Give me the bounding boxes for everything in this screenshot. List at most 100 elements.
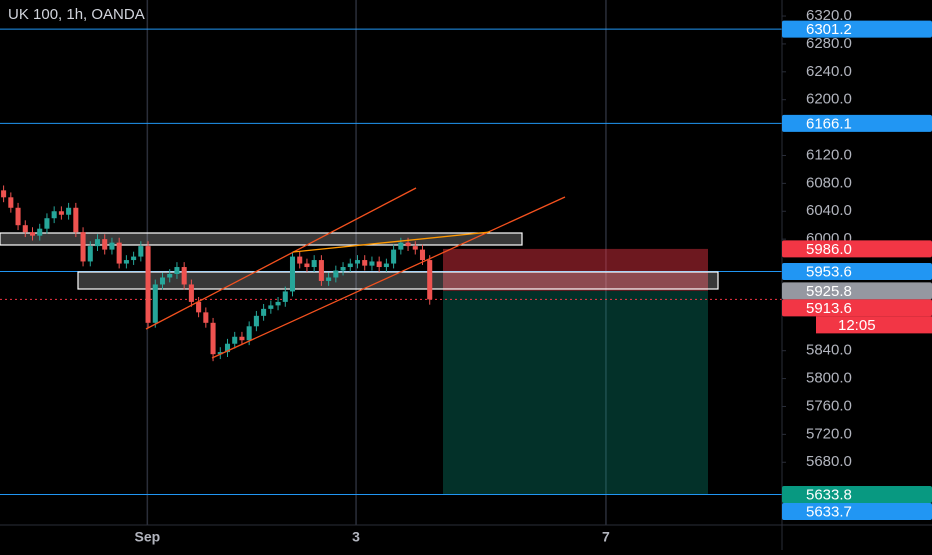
price-label: 6301.2 xyxy=(806,21,852,38)
y-tick-label: 6280.0 xyxy=(806,35,852,52)
axes: Sep 3 7 6320.0 6280.0 6240.0 6200.0 6120.0 6080.… xyxy=(134,7,851,545)
candle-body xyxy=(391,249,397,264)
candle-body xyxy=(376,261,382,268)
candle-body xyxy=(333,270,339,278)
price-label-box xyxy=(782,20,932,38)
candle-body xyxy=(268,305,274,309)
price-label: 5633.7 xyxy=(806,503,852,520)
price-label: 5925.8 xyxy=(806,283,852,300)
zone-rectangle xyxy=(0,232,523,246)
y-tick-label: 5840.0 xyxy=(806,342,852,359)
candle-body xyxy=(15,207,21,226)
trend-line xyxy=(292,231,491,253)
candle-body xyxy=(1,190,7,198)
candle-body xyxy=(203,312,209,323)
y-tick-label: 6320.0 xyxy=(806,7,852,24)
price-label: 6166.1 xyxy=(806,115,852,132)
trend-line xyxy=(145,187,417,330)
x-tick-label: 3 xyxy=(352,529,360,545)
candle-body xyxy=(347,263,353,268)
y-tick-label: 6240.0 xyxy=(806,63,852,80)
candle-body xyxy=(22,225,28,233)
candle-body xyxy=(405,242,411,247)
trend-line xyxy=(211,196,566,359)
candle-body xyxy=(311,260,317,268)
target-zone xyxy=(443,290,708,495)
candle-body xyxy=(174,267,180,275)
price-label-box xyxy=(782,262,932,280)
candle-body xyxy=(145,246,151,323)
price-label-box xyxy=(782,114,932,132)
candle-body xyxy=(427,260,433,300)
candle-body xyxy=(66,207,72,215)
candle-body xyxy=(354,260,361,264)
candle-body xyxy=(297,256,303,264)
candle-body xyxy=(289,256,296,292)
candle-body xyxy=(80,232,86,262)
candles xyxy=(1,185,433,362)
countdown-box xyxy=(816,316,932,334)
position-box xyxy=(443,248,708,495)
candle-body xyxy=(102,239,108,250)
price-label-box xyxy=(782,502,932,520)
candle-body xyxy=(383,263,389,268)
candle-body xyxy=(369,261,375,266)
x-tick-label: Sep xyxy=(134,529,160,545)
price-label-box xyxy=(782,299,932,317)
candle-body xyxy=(261,308,267,316)
candle-body xyxy=(58,211,64,215)
candle-body xyxy=(210,322,216,355)
price-label-box xyxy=(782,240,932,258)
candle-body xyxy=(362,260,368,266)
candle-body xyxy=(8,197,14,208)
candle-body xyxy=(275,301,281,306)
candle-body xyxy=(232,336,238,344)
y-tick-label: 5800.0 xyxy=(806,370,852,387)
candle-body xyxy=(217,352,223,355)
candle-body xyxy=(412,246,418,250)
y-tick-label: 6200.0 xyxy=(806,91,852,108)
candle-body xyxy=(94,239,101,247)
candle-body xyxy=(282,291,288,302)
candle-body xyxy=(131,256,137,261)
candle-body xyxy=(196,301,202,313)
candle-body xyxy=(318,260,324,281)
candle-body xyxy=(44,218,50,229)
price-labels: 6301.2 6166.1 5986.0 5953.6 5925.85913.612:0… xyxy=(782,20,932,520)
price-label: 5986.0 xyxy=(806,241,852,258)
candle-body xyxy=(138,246,144,257)
chart-title: UK 100, 1h, OANDA xyxy=(8,6,145,23)
y-tick-label: 6040.0 xyxy=(806,202,852,219)
candle-body xyxy=(152,284,158,323)
x-tick-label: 7 xyxy=(602,529,610,545)
candle-body xyxy=(29,232,36,236)
candle-body xyxy=(253,315,259,327)
candle-body xyxy=(246,326,252,341)
candle-body xyxy=(73,207,79,233)
candle-body xyxy=(109,242,115,250)
candle-body xyxy=(123,260,129,264)
y-tick-label: 6120.0 xyxy=(806,146,852,163)
price-label-box xyxy=(782,485,932,503)
candle-body xyxy=(304,263,310,268)
y-tick-label: 5760.0 xyxy=(806,397,852,414)
candle-body xyxy=(51,211,57,219)
y-tick-label: 5720.0 xyxy=(806,425,852,442)
stop-zone xyxy=(443,248,708,291)
y-tick-label: 5680.0 xyxy=(806,453,852,470)
candle-body xyxy=(224,343,231,353)
candle-body xyxy=(188,284,194,302)
price-label: 5953.6 xyxy=(806,263,852,280)
price-label-box xyxy=(782,282,932,300)
candle-body xyxy=(87,246,93,262)
candle-body xyxy=(340,267,346,271)
candle-body xyxy=(116,242,122,264)
candle-body xyxy=(326,277,332,281)
candle-body xyxy=(37,228,43,236)
candle-body xyxy=(159,277,166,285)
candle-body xyxy=(167,274,173,278)
candle-body xyxy=(239,336,245,341)
